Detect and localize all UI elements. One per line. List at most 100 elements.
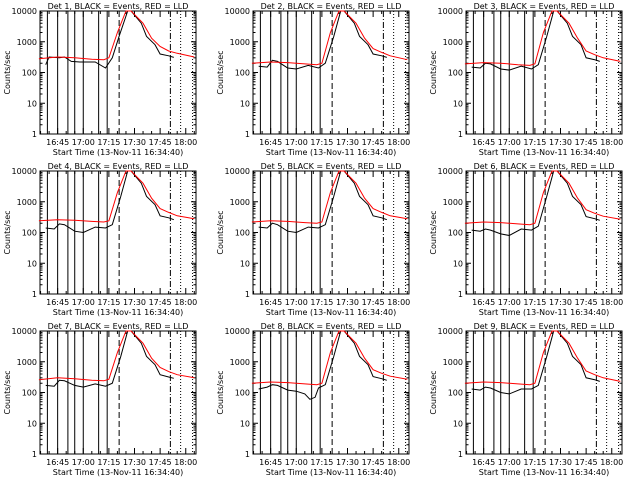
x-tick-label: 16:45 <box>472 298 495 307</box>
x-axis-label: Start Time (13-Nov-11 16:34:40) <box>53 148 183 157</box>
y-tick-label: 1 <box>245 130 250 139</box>
x-tick-label: 17:45 <box>149 458 172 467</box>
y-tick-label: 1000 <box>230 358 250 367</box>
y-tick-label: 100 <box>22 389 37 398</box>
x-tick-label: 17:45 <box>362 458 385 467</box>
y-tick-label: 1000 <box>230 38 250 47</box>
x-tick-label: 17:00 <box>72 298 95 307</box>
x-tick-label: 17:00 <box>498 298 521 307</box>
x-tick-label: 17:45 <box>362 138 385 147</box>
y-tick-label: 100 <box>235 229 250 238</box>
x-tick-label: 16:45 <box>46 298 69 307</box>
x-tick-label: 17:30 <box>123 298 146 307</box>
x-tick-label: 16:45 <box>259 458 282 467</box>
x-axis-label: Start Time (13-Nov-11 16:34:40) <box>479 468 609 477</box>
y-tick-label: 1000 <box>17 38 37 47</box>
y-tick-label: 10000 <box>12 327 37 336</box>
x-tick-label: 17:15 <box>523 298 546 307</box>
x-tick-label: 18:00 <box>600 458 623 467</box>
y-tick-label: 1 <box>458 290 463 299</box>
x-tick-label: 17:45 <box>149 138 172 147</box>
x-tick-label: 17:00 <box>498 458 521 467</box>
panel-title: Det 8, BLACK = Events, RED = LLD <box>261 322 402 331</box>
y-tick-label: 10 <box>453 419 463 428</box>
y-tick-label: 1 <box>458 130 463 139</box>
x-tick-label: 18:00 <box>174 458 197 467</box>
x-axis-label: Start Time (13-Nov-11 16:34:40) <box>266 468 396 477</box>
y-tick-label: 100 <box>448 69 463 78</box>
lld-series-line <box>464 170 621 226</box>
x-tick-label: 17:15 <box>97 298 120 307</box>
y-axis-label: Counts/sec <box>216 210 225 254</box>
plot-frame <box>252 170 410 295</box>
y-tick-label: 1000 <box>443 198 463 207</box>
x-tick-label: 17:30 <box>123 458 146 467</box>
panel-title: Det 5, BLACK = Events, RED = LLD <box>261 162 402 171</box>
panel-title: Det 4, BLACK = Events, RED = LLD <box>48 162 189 171</box>
detector-panel: 1 10 100 1000 10000 16:45 17:00 17:15 17:30 17:45… <box>3 162 197 317</box>
x-tick-label: 17:00 <box>285 138 308 147</box>
y-tick-label: 100 <box>448 389 463 398</box>
x-tick-label: 17:30 <box>123 138 146 147</box>
x-axis-label: Start Time (13-Nov-11 16:34:40) <box>53 308 183 317</box>
y-tick-label: 10 <box>453 259 463 268</box>
detector-panel: 1 10 100 1000 10000 16:45 17:00 17:15 17:30 17:45… <box>216 162 410 317</box>
x-tick-label: 17:15 <box>523 458 546 467</box>
y-tick-label: 10000 <box>438 7 463 16</box>
y-tick-label: 10000 <box>438 327 463 336</box>
events-series-line <box>45 330 174 388</box>
x-tick-label: 17:30 <box>549 298 572 307</box>
y-axis-label: Counts/sec <box>429 370 438 414</box>
x-axis-label: Start Time (13-Nov-11 16:34:40) <box>479 148 609 157</box>
x-tick-label: 17:45 <box>575 458 598 467</box>
x-tick-label: 16:45 <box>46 458 69 467</box>
x-tick-label: 16:45 <box>472 138 495 147</box>
lld-series-line <box>464 10 621 66</box>
x-tick-label: 18:00 <box>387 298 410 307</box>
x-tick-label: 18:00 <box>174 298 197 307</box>
y-tick-label: 100 <box>235 69 250 78</box>
y-tick-label: 10000 <box>12 7 37 16</box>
x-tick-label: 17:15 <box>310 458 333 467</box>
y-tick-label: 100 <box>448 229 463 238</box>
detector-panel: 1 10 100 1000 10000 16:45 17:00 17:15 17:30 17:45… <box>429 322 623 477</box>
y-tick-label: 1 <box>32 290 37 299</box>
y-tick-label: 10000 <box>12 167 37 176</box>
x-tick-label: 17:30 <box>549 458 572 467</box>
panel-title: Det 7, BLACK = Events, RED = LLD <box>48 322 189 331</box>
y-axis-label: Counts/sec <box>216 50 225 94</box>
y-tick-label: 1000 <box>17 198 37 207</box>
y-axis-label: Counts/sec <box>3 370 12 414</box>
panel-title: Det 2, BLACK = Events, RED = LLD <box>261 2 402 11</box>
x-tick-label: 17:00 <box>285 298 308 307</box>
y-tick-label: 10 <box>27 259 37 268</box>
x-tick-label: 18:00 <box>387 458 410 467</box>
x-tick-label: 17:15 <box>523 138 546 147</box>
y-tick-label: 1000 <box>230 198 250 207</box>
panel-title: Det 9, BLACK = Events, RED = LLD <box>474 322 615 331</box>
x-tick-label: 18:00 <box>600 138 623 147</box>
lld-series-line <box>251 170 408 224</box>
y-tick-label: 10 <box>240 419 250 428</box>
detector-panel: 1 10 100 1000 10000 16:45 17:00 17:15 17:30 17:45… <box>429 162 623 317</box>
x-tick-label: 17:00 <box>285 458 308 467</box>
x-tick-label: 17:15 <box>97 458 120 467</box>
y-tick-label: 100 <box>22 69 37 78</box>
lld-series-line <box>38 10 195 61</box>
x-tick-label: 17:15 <box>97 138 120 147</box>
y-tick-label: 1000 <box>17 358 37 367</box>
x-tick-label: 17:00 <box>72 138 95 147</box>
y-tick-label: 10 <box>240 259 250 268</box>
x-tick-label: 17:30 <box>336 458 359 467</box>
x-tick-label: 16:45 <box>472 458 495 467</box>
x-axis-label: Start Time (13-Nov-11 16:34:40) <box>266 148 396 157</box>
y-tick-label: 1 <box>32 450 37 459</box>
x-axis-label: Start Time (13-Nov-11 16:34:40) <box>266 308 396 317</box>
y-tick-label: 1 <box>245 450 250 459</box>
x-tick-label: 18:00 <box>600 298 623 307</box>
x-tick-label: 17:30 <box>336 298 359 307</box>
x-axis-label: Start Time (13-Nov-11 16:34:40) <box>479 308 609 317</box>
x-tick-label: 17:00 <box>72 458 95 467</box>
plot-frame <box>252 10 410 135</box>
y-tick-label: 100 <box>22 229 37 238</box>
